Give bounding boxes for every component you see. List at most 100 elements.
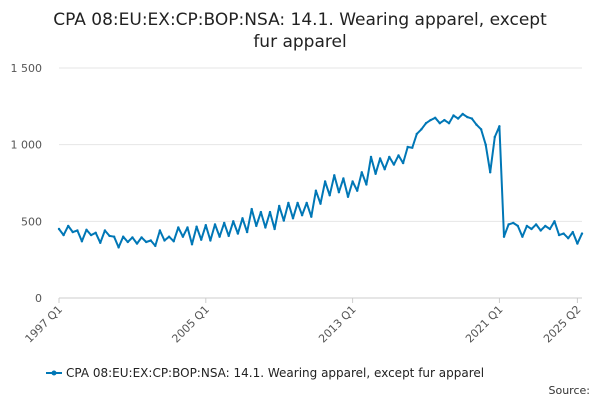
data-point[interactable] bbox=[250, 207, 253, 211]
data-point[interactable] bbox=[117, 246, 120, 249]
data-point[interactable] bbox=[337, 191, 341, 194]
data-point[interactable] bbox=[209, 239, 212, 242]
data-point[interactable] bbox=[195, 225, 198, 228]
data-point[interactable] bbox=[461, 112, 464, 116]
data-point[interactable] bbox=[282, 219, 285, 222]
data-point[interactable] bbox=[296, 201, 299, 205]
data-point[interactable] bbox=[103, 229, 107, 232]
data-point[interactable] bbox=[305, 201, 308, 205]
data-point[interactable] bbox=[62, 233, 65, 237]
data-point[interactable] bbox=[498, 125, 501, 128]
data-point[interactable] bbox=[420, 128, 423, 131]
data-point[interactable] bbox=[264, 226, 267, 229]
data-point[interactable] bbox=[158, 229, 162, 232]
data-point[interactable] bbox=[232, 220, 235, 223]
data-point[interactable] bbox=[126, 240, 129, 244]
data-point[interactable] bbox=[530, 227, 533, 231]
data-point[interactable] bbox=[383, 168, 386, 171]
data-point[interactable] bbox=[411, 146, 414, 149]
data-point[interactable] bbox=[397, 154, 400, 157]
data-point[interactable] bbox=[328, 194, 331, 197]
data-point[interactable] bbox=[567, 237, 570, 240]
data-point[interactable] bbox=[319, 202, 322, 205]
data-point[interactable] bbox=[456, 117, 460, 120]
data-point[interactable] bbox=[300, 214, 304, 217]
data-point[interactable] bbox=[557, 233, 561, 237]
data-point[interactable] bbox=[89, 233, 93, 237]
data-point[interactable] bbox=[71, 230, 75, 234]
data-point[interactable] bbox=[401, 161, 405, 165]
data-point[interactable] bbox=[351, 180, 354, 183]
data-point[interactable] bbox=[452, 114, 455, 117]
data-point[interactable] bbox=[415, 132, 418, 136]
data-point[interactable] bbox=[562, 232, 565, 235]
data-point[interactable] bbox=[273, 227, 276, 231]
data-point[interactable] bbox=[167, 235, 171, 238]
data-point[interactable] bbox=[245, 230, 249, 234]
data-point[interactable] bbox=[576, 242, 579, 245]
data-point[interactable] bbox=[310, 215, 313, 218]
data-point[interactable] bbox=[227, 234, 230, 238]
data-point[interactable] bbox=[140, 236, 143, 239]
data-point[interactable] bbox=[516, 224, 519, 228]
data-point[interactable] bbox=[447, 122, 451, 125]
data-point[interactable] bbox=[544, 224, 547, 228]
data-point[interactable] bbox=[333, 174, 336, 177]
data-point[interactable] bbox=[200, 238, 203, 241]
data-point[interactable] bbox=[342, 177, 345, 180]
data-point[interactable] bbox=[85, 228, 88, 231]
data-point[interactable] bbox=[484, 143, 487, 146]
data-point[interactable] bbox=[346, 195, 350, 198]
data-point[interactable] bbox=[223, 221, 226, 225]
data-point[interactable] bbox=[429, 118, 432, 122]
data-point[interactable] bbox=[374, 172, 377, 175]
legend[interactable]: CPA 08:EU:EX:CP:BOP:NSA: 14.1. Wearing a… bbox=[46, 366, 484, 380]
data-point[interactable] bbox=[291, 217, 295, 220]
data-point[interactable] bbox=[255, 224, 258, 228]
data-point[interactable] bbox=[57, 227, 61, 231]
data-point[interactable] bbox=[122, 235, 125, 238]
data-point[interactable] bbox=[406, 145, 409, 149]
data-point[interactable] bbox=[521, 235, 524, 238]
data-point[interactable] bbox=[534, 223, 538, 226]
data-point[interactable] bbox=[493, 135, 496, 139]
data-point[interactable] bbox=[489, 171, 492, 174]
data-point[interactable] bbox=[475, 123, 478, 126]
data-point[interactable] bbox=[131, 236, 134, 239]
data-point[interactable] bbox=[241, 217, 244, 220]
data-point[interactable] bbox=[76, 229, 79, 232]
data-point[interactable] bbox=[94, 231, 97, 234]
data-point[interactable] bbox=[443, 118, 446, 122]
data-point[interactable] bbox=[388, 155, 391, 159]
data-point[interactable] bbox=[323, 180, 327, 183]
data-point[interactable] bbox=[369, 155, 373, 159]
data-point[interactable] bbox=[438, 122, 441, 125]
data-point[interactable] bbox=[539, 229, 542, 232]
data-point[interactable] bbox=[378, 157, 382, 160]
data-point[interactable] bbox=[145, 240, 148, 244]
data-point[interactable] bbox=[181, 235, 185, 238]
data-point[interactable] bbox=[112, 235, 116, 238]
data-point[interactable] bbox=[571, 230, 574, 234]
data-point[interactable] bbox=[135, 242, 139, 245]
data-point[interactable] bbox=[507, 223, 510, 226]
data-point[interactable] bbox=[548, 227, 552, 231]
data-point[interactable] bbox=[287, 201, 290, 205]
data-point[interactable] bbox=[360, 171, 363, 174]
data-point[interactable] bbox=[67, 224, 70, 228]
data-point[interactable] bbox=[190, 243, 194, 246]
data-point[interactable] bbox=[172, 240, 175, 243]
data-point[interactable] bbox=[365, 183, 368, 186]
data-point[interactable] bbox=[154, 244, 157, 248]
data-point[interactable] bbox=[553, 220, 556, 223]
data-point[interactable] bbox=[186, 226, 189, 229]
data-point[interactable] bbox=[424, 122, 428, 125]
data-point[interactable] bbox=[149, 239, 152, 242]
data-point[interactable] bbox=[466, 115, 469, 119]
data-point[interactable] bbox=[177, 226, 180, 229]
data-point[interactable] bbox=[218, 235, 221, 238]
data-point[interactable] bbox=[236, 232, 240, 235]
data-point[interactable] bbox=[470, 117, 474, 120]
data-point[interactable] bbox=[163, 239, 166, 242]
data-point[interactable] bbox=[314, 189, 318, 192]
